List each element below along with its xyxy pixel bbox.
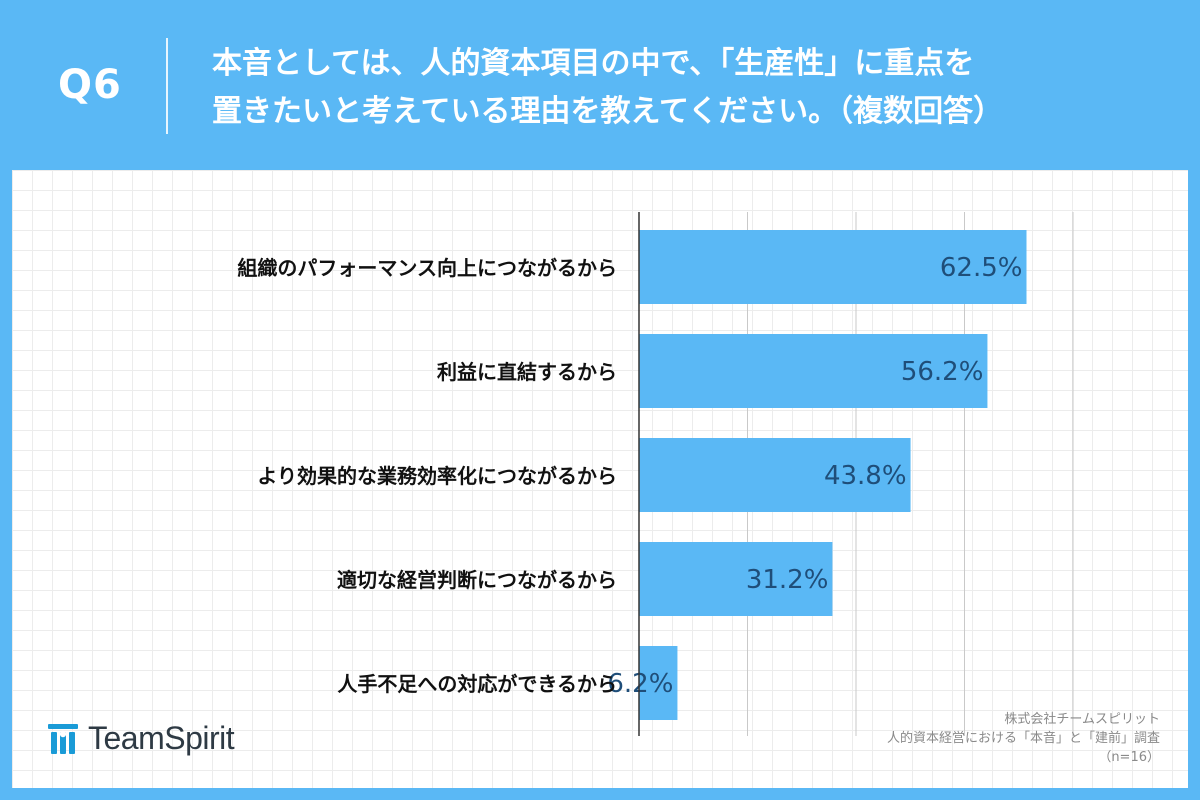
chart-panel: 62.5% 組織のパフォーマンス向上につながるから 56.2% 利益に直結するから 43… xyxy=(12,170,1188,788)
teamspirit-logo: TeamSpirit xyxy=(46,720,235,757)
question-line-1: 本音としては、人的資本項目の中で、「生産性」に重点を xyxy=(212,46,975,81)
bar-value-label: 62.5% xyxy=(940,253,1023,283)
bar-value-label: 6.2% xyxy=(607,669,673,699)
bar xyxy=(639,542,833,616)
bar-value-label: 56.2% xyxy=(901,357,984,387)
bar xyxy=(639,646,678,720)
category-label: 利益に直結するから xyxy=(437,360,617,384)
source-survey: 人的資本経営における「本音」と「建前」調査 xyxy=(886,731,1160,746)
question-number: Q6 xyxy=(58,62,122,108)
question-line-2: 置きたいと考えている理由を教えてください。（複数回答） xyxy=(212,94,1004,129)
question-header: Q6 本音としては、人的資本項目の中で、「生産性」に重点を 置きたいと考えている… xyxy=(0,0,1200,170)
source-company: 株式会社チームスピリット xyxy=(1004,712,1160,727)
category-label: より効果的な業務効率化につながるから xyxy=(257,464,617,488)
bar xyxy=(639,334,988,408)
category-label: 適切な経営判断につながるから xyxy=(337,568,617,592)
bar-value-label: 31.2% xyxy=(746,565,829,595)
source-credit: 株式会社チームスピリット 人的資本経営における「本音」と「建前」調査 （n=16… xyxy=(887,710,1160,767)
question-text: 本音としては、人的資本項目の中で、「生産性」に重点を 置きたいと考えている理由を… xyxy=(212,40,1172,136)
logo-wordmark: TeamSpirit xyxy=(88,720,235,756)
teamspirit-logo-icon xyxy=(48,723,78,754)
category-label: 人手不足への対応ができるから xyxy=(337,672,617,696)
bar-value-label: 43.8% xyxy=(824,461,907,491)
bar xyxy=(639,230,1027,304)
category-label: 組織のパフォーマンス向上につながるから xyxy=(237,256,617,280)
header-divider xyxy=(166,38,168,134)
bar xyxy=(639,438,911,512)
bar-chart: 62.5% 組織のパフォーマンス向上につながるから 56.2% 利益に直結するから 43… xyxy=(237,212,1074,736)
source-sample: （n=16） xyxy=(1098,750,1160,765)
